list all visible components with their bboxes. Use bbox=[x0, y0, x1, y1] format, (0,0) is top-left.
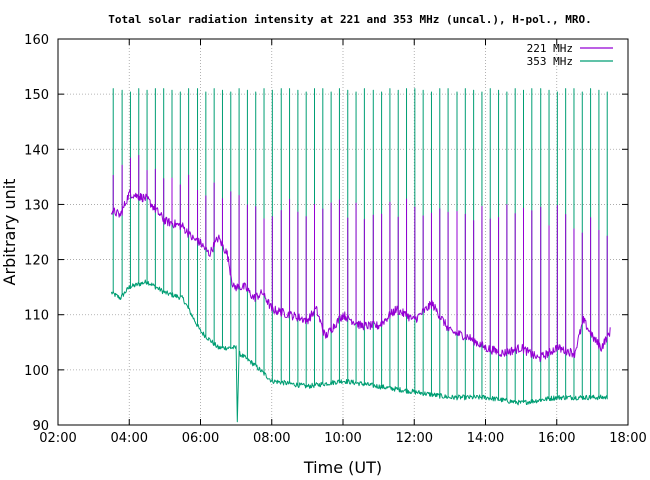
series-353mhz bbox=[110, 88, 608, 423]
y-tick-label: 130 bbox=[24, 198, 49, 213]
y-tick-label: 160 bbox=[24, 33, 49, 48]
y-tick-label: 120 bbox=[24, 254, 49, 269]
series-purple-line bbox=[110, 154, 611, 363]
series-221mhz bbox=[110, 154, 611, 363]
x-tick-label: 04:00 bbox=[111, 431, 148, 446]
chart-title: Total solar radiation intensity at 221 a… bbox=[108, 13, 591, 26]
gridlines bbox=[58, 39, 628, 425]
x-tick-label: 08:00 bbox=[253, 431, 290, 446]
y-tick-label: 150 bbox=[24, 88, 49, 103]
series-green-line bbox=[110, 88, 608, 423]
x-axis-ticks: 02:00 04:00 06:00 08:00 10:00 12:00 14:00 16:00… bbox=[39, 39, 647, 446]
x-tick-label: 02:00 bbox=[39, 431, 76, 446]
x-tick-label: 10:00 bbox=[324, 431, 361, 446]
y-tick-label: 140 bbox=[24, 143, 49, 158]
y-tick-label: 110 bbox=[24, 309, 49, 324]
x-tick-label: 18:00 bbox=[609, 431, 646, 446]
legend-label: 221 MHz bbox=[527, 42, 573, 55]
y-tick-label: 100 bbox=[24, 364, 49, 379]
x-tick-label: 14:00 bbox=[467, 431, 504, 446]
x-axis-label: Time (UT) bbox=[303, 458, 382, 477]
legend-label: 353 MHz bbox=[527, 55, 573, 68]
x-tick-label: 16:00 bbox=[538, 431, 575, 446]
x-tick-label: 06:00 bbox=[182, 431, 219, 446]
y-tick-label: 90 bbox=[32, 419, 49, 434]
y-axis-label: Arbitrary unit bbox=[0, 179, 19, 286]
y-axis-ticks: 90 100 110 120 130 140 150 160 bbox=[24, 33, 628, 434]
x-tick-label: 12:00 bbox=[396, 431, 433, 446]
